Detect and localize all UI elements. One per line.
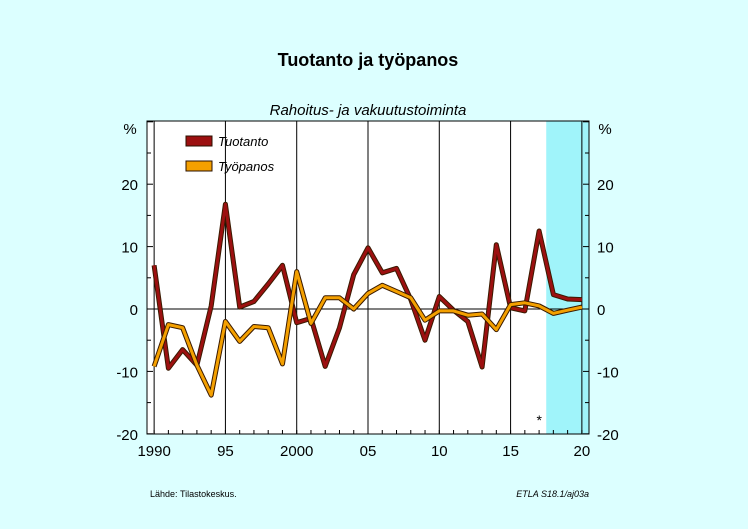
y-tick-label-left: -20 (116, 427, 138, 444)
legend-label: Tuotanto (218, 134, 268, 149)
y-tick-label-left: 10 (121, 240, 138, 257)
series-line-2 (152, 270, 583, 397)
x-tick-label: 20 (574, 443, 591, 460)
x-tick-label: 2000 (280, 443, 313, 460)
source-label: Lähde: (150, 489, 178, 499)
y-tick-label-right: -20 (597, 427, 619, 444)
x-tick-label: 1990 (137, 443, 170, 460)
legend-label: Työpanos (218, 159, 275, 174)
y-tick-label-right: 10 (597, 240, 614, 257)
chart-title: Tuotanto ja työpanos (278, 50, 459, 70)
legend-swatch (185, 135, 213, 147)
chart-code: ETLA S18.1/aj03a (516, 489, 589, 499)
y-tick-label-right: 0 (597, 302, 605, 319)
y-unit-right: % (598, 121, 611, 138)
chart-subtitle: Rahoitus- ja vakuutustoiminta (270, 102, 467, 119)
x-tick-label: 15 (502, 443, 519, 460)
y-tick-label-left: 0 (130, 302, 138, 319)
y-tick-label-right: 20 (597, 177, 614, 194)
forecast-marker: * (536, 412, 542, 428)
x-tick-label: 10 (431, 443, 448, 460)
y-tick-label-left: -10 (116, 364, 138, 381)
y-unit-left: % (123, 121, 136, 138)
source-text: Tilastokeskus. (180, 489, 237, 499)
y-tick-label-left: 20 (121, 177, 138, 194)
x-tick-label: 95 (217, 443, 234, 460)
y-tick-label-right: -10 (597, 364, 619, 381)
x-tick-label: 05 (360, 443, 377, 460)
forecast-band (546, 121, 589, 434)
plot-frame (146, 120, 590, 435)
legend-swatch (185, 160, 213, 172)
